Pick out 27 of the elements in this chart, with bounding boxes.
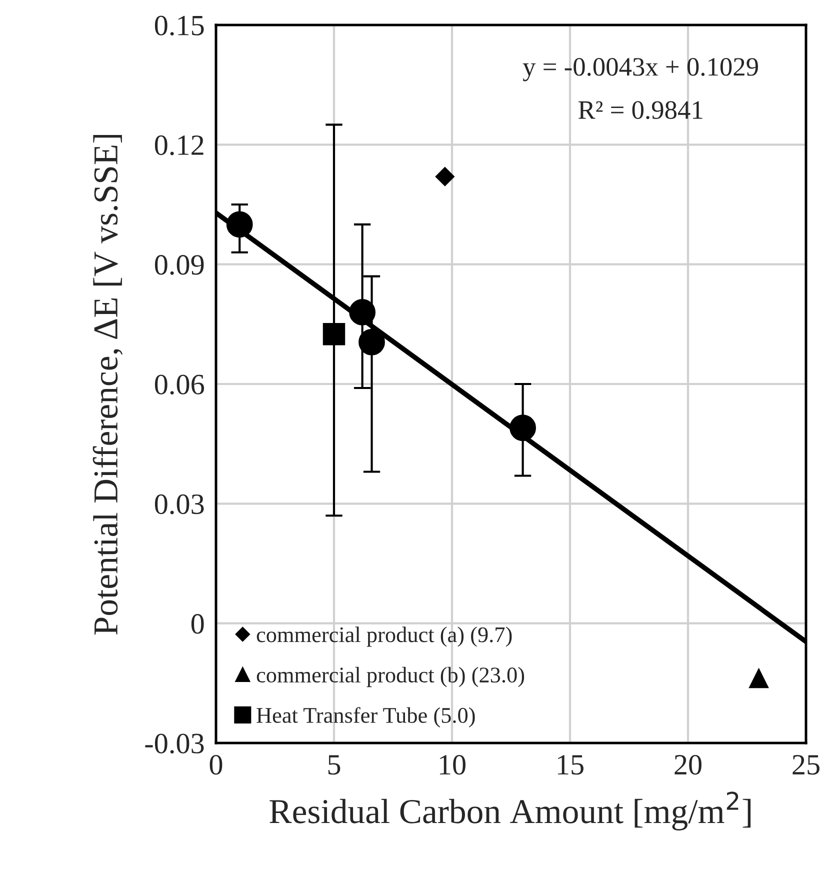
point (358, 328, 385, 356)
point (435, 167, 454, 186)
x-tick-label: 25 (792, 755, 820, 775)
legend-label: Heat Transfer Tube (5.0) (256, 707, 475, 728)
y-tick-label: 0.06 (154, 374, 204, 395)
point (349, 299, 376, 326)
legend-label: commercial product (b) (23.0) (256, 666, 524, 688)
y-tick-label: 0.15 (154, 16, 204, 36)
x-tick-label: 0 (210, 754, 222, 775)
x-tick-label: 5 (328, 755, 340, 775)
x-axis-title: Residual Carbon Amount [mg/m$^{2}$] (270, 792, 751, 830)
y-axis-title: Potential Difference, ΔE [V vs.SSE] (92, 134, 123, 635)
annotation: R² = 0.9841 (578, 101, 702, 120)
point (510, 414, 536, 442)
annotation: y = -0.0043x + 0.1029 (522, 58, 758, 82)
x-tick-label: 15 (558, 755, 584, 775)
y-tick-label: 0.03 (154, 494, 204, 514)
y-tick-label: 0.12 (154, 135, 204, 156)
legend-label: commercial product (a) (9.7) (256, 626, 512, 647)
point (226, 211, 253, 238)
y-tick-label: 0.09 (154, 255, 204, 275)
point (322, 323, 346, 346)
x-tick-label: 10 (440, 754, 466, 775)
y-tick-label: -0.03 (145, 734, 204, 754)
y-tick-label: 0 (191, 614, 204, 634)
point (749, 668, 769, 688)
x-tick-label: 20 (674, 754, 702, 775)
